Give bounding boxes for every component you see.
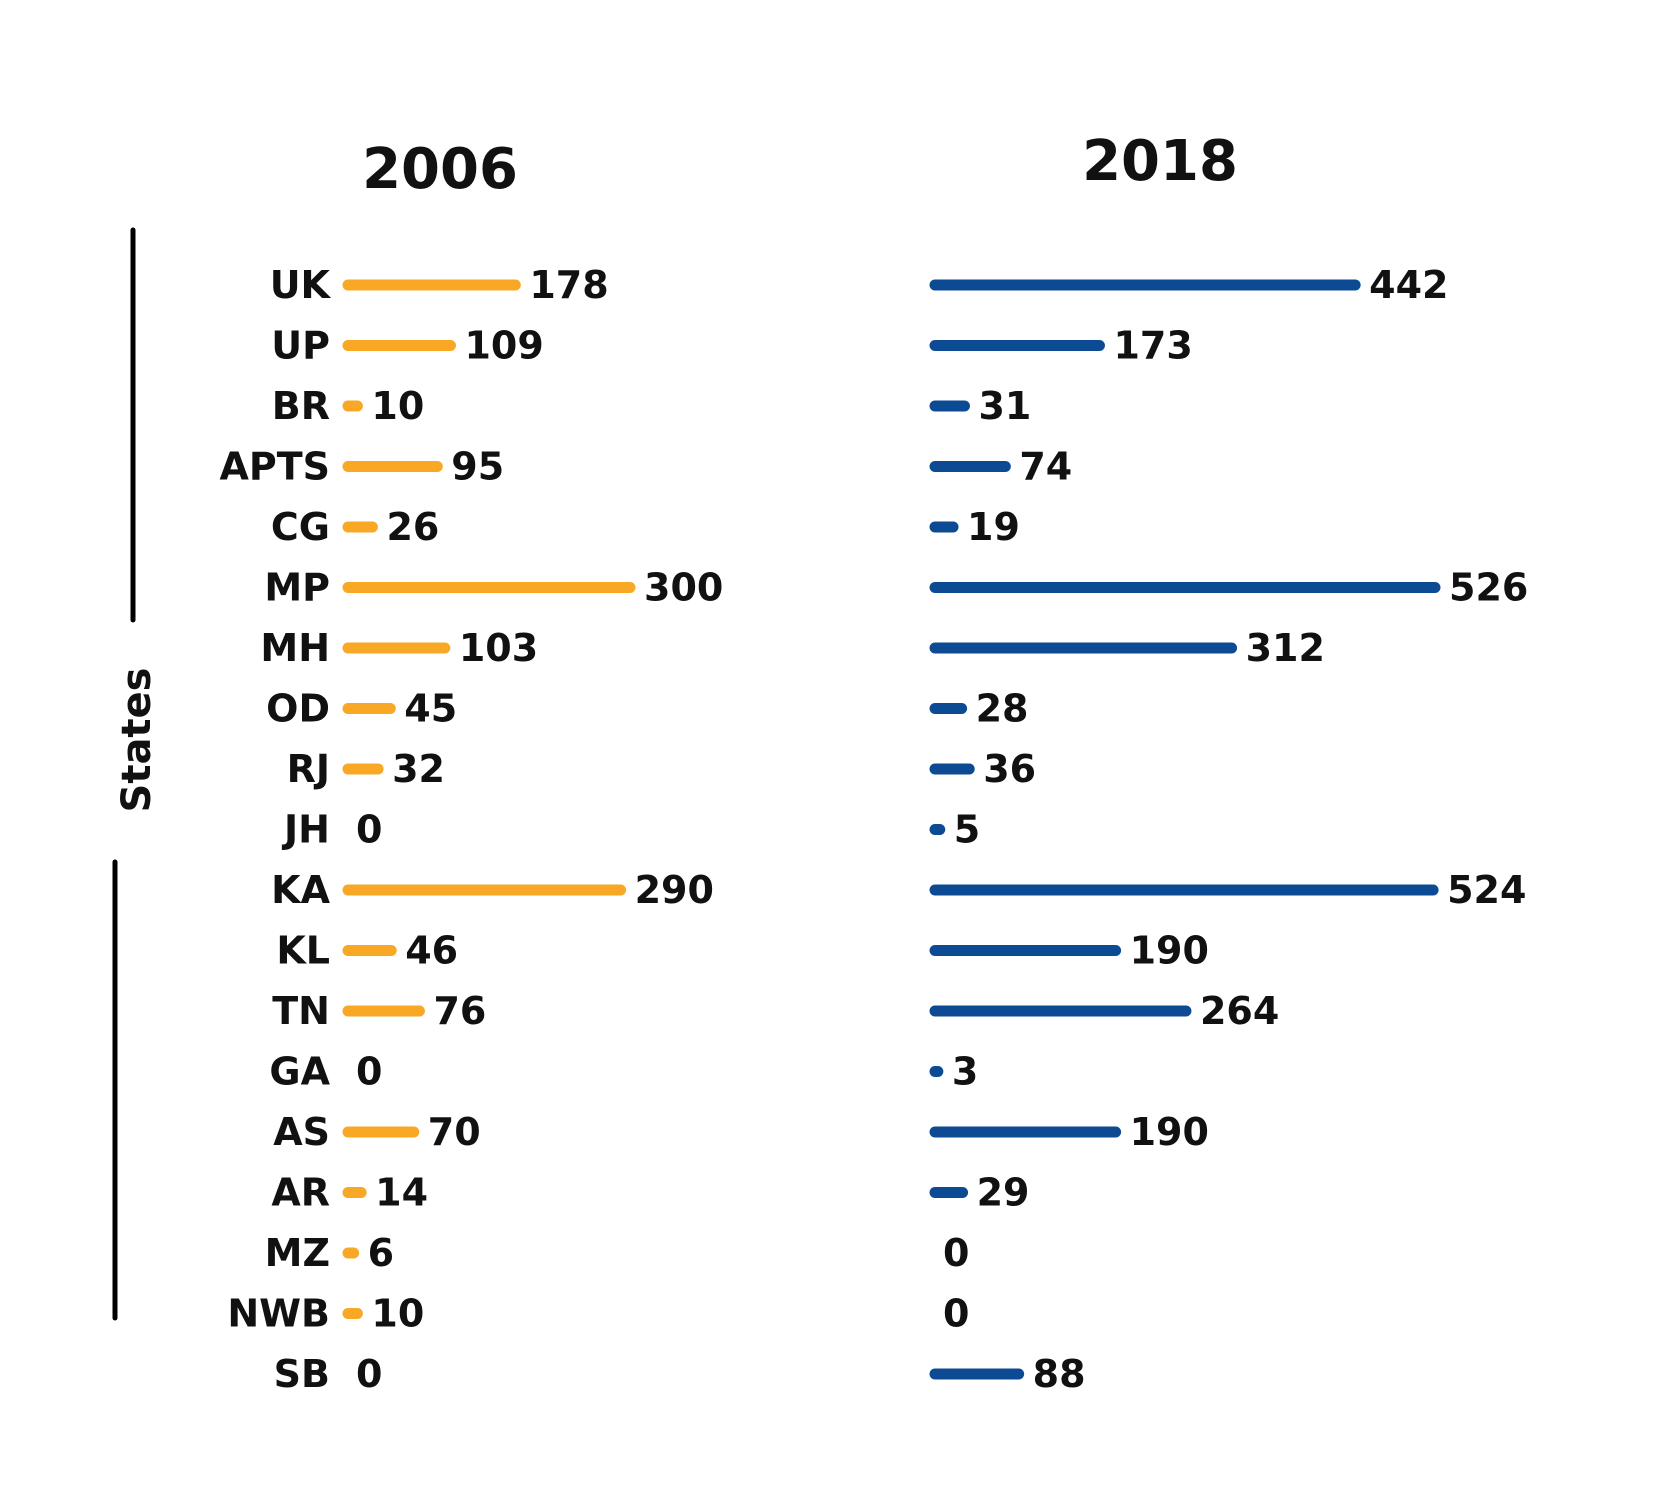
value-label-2018-kl: 190: [1130, 929, 1209, 973]
value-label-2006-od: 45: [404, 687, 457, 731]
value-label-2006-ga: 0: [356, 1050, 382, 1094]
value-label-2006-ar: 14: [375, 1171, 428, 1215]
value-label-2006-apts: 95: [451, 445, 504, 489]
value-label-2006-jh: 0: [356, 808, 382, 852]
value-label-2006-nwb: 10: [371, 1292, 424, 1336]
value-label-2006-br: 10: [371, 384, 424, 428]
value-label-2006-mh: 103: [459, 626, 538, 670]
value-label-2006-cg: 26: [386, 505, 439, 549]
state-label-mz: MZ: [265, 1231, 330, 1275]
value-label-2018-ar: 29: [977, 1171, 1030, 1215]
state-label-mh: MH: [260, 626, 330, 670]
value-label-2018-jh: 5: [954, 808, 980, 852]
state-label-as: AS: [273, 1110, 330, 1154]
value-label-2006-as: 70: [428, 1110, 481, 1154]
panel-title-2006: 2006: [362, 137, 518, 202]
value-label-2018-mp: 526: [1449, 566, 1528, 610]
value-label-2018-sb: 88: [1033, 1352, 1086, 1396]
state-label-jh: JH: [281, 808, 330, 852]
value-label-2018-up: 173: [1113, 324, 1192, 368]
value-label-2018-mz: 0: [943, 1231, 969, 1275]
bars-2018: 4421733174195263122836552419026431902900…: [929, 263, 1528, 1396]
value-label-2018-nwb: 0: [943, 1292, 969, 1336]
value-label-2018-ka: 524: [1447, 868, 1526, 912]
value-label-2006-uk: 178: [529, 263, 608, 307]
state-label-mp: MP: [264, 566, 330, 610]
state-label-kl: KL: [276, 929, 330, 973]
bars-2006: UK 178 UP 109 BR 10 APTS 95 CG 26 MP 300 MH 103 OD 45 RJ…: [219, 263, 723, 1396]
value-label-2006-sb: 0: [356, 1352, 382, 1396]
value-label-2018-rj: 36: [983, 747, 1036, 791]
value-label-2006-tn: 76: [433, 989, 486, 1033]
state-label-sb: SB: [274, 1352, 330, 1396]
value-label-2018-br: 31: [978, 384, 1031, 428]
state-label-up: UP: [271, 324, 330, 368]
state-label-ka: KA: [271, 868, 330, 912]
value-label-2018-mh: 312: [1246, 626, 1325, 670]
value-label-2006-up: 109: [464, 324, 543, 368]
value-label-2018-uk: 442: [1369, 263, 1448, 307]
panel-title-2018: 2018: [1082, 129, 1238, 194]
value-label-2018-as: 190: [1130, 1110, 1209, 1154]
state-label-ar: AR: [271, 1171, 330, 1215]
value-label-2006-kl: 46: [405, 929, 458, 973]
state-label-tn: TN: [272, 989, 330, 1033]
value-label-2018-tn: 264: [1200, 989, 1279, 1033]
value-label-2006-mp: 300: [644, 566, 723, 610]
value-label-2018-cg: 19: [967, 505, 1020, 549]
state-label-nwb: NWB: [227, 1292, 330, 1336]
value-label-2018-ga: 3: [952, 1050, 978, 1094]
state-label-cg: CG: [271, 505, 330, 549]
state-label-uk: UK: [270, 263, 332, 307]
value-label-2018-apts: 74: [1019, 445, 1072, 489]
state-label-br: BR: [272, 384, 330, 428]
state-label-apts: APTS: [219, 445, 330, 489]
value-label-2018-od: 28: [976, 687, 1029, 731]
value-label-2006-rj: 32: [392, 747, 445, 791]
y-axis-label: States: [114, 668, 160, 813]
state-label-od: OD: [266, 687, 330, 731]
value-label-2006-ka: 290: [635, 868, 714, 912]
value-label-2006-mz: 6: [368, 1231, 394, 1275]
state-label-ga: GA: [269, 1050, 330, 1094]
state-label-rj: RJ: [287, 747, 330, 791]
